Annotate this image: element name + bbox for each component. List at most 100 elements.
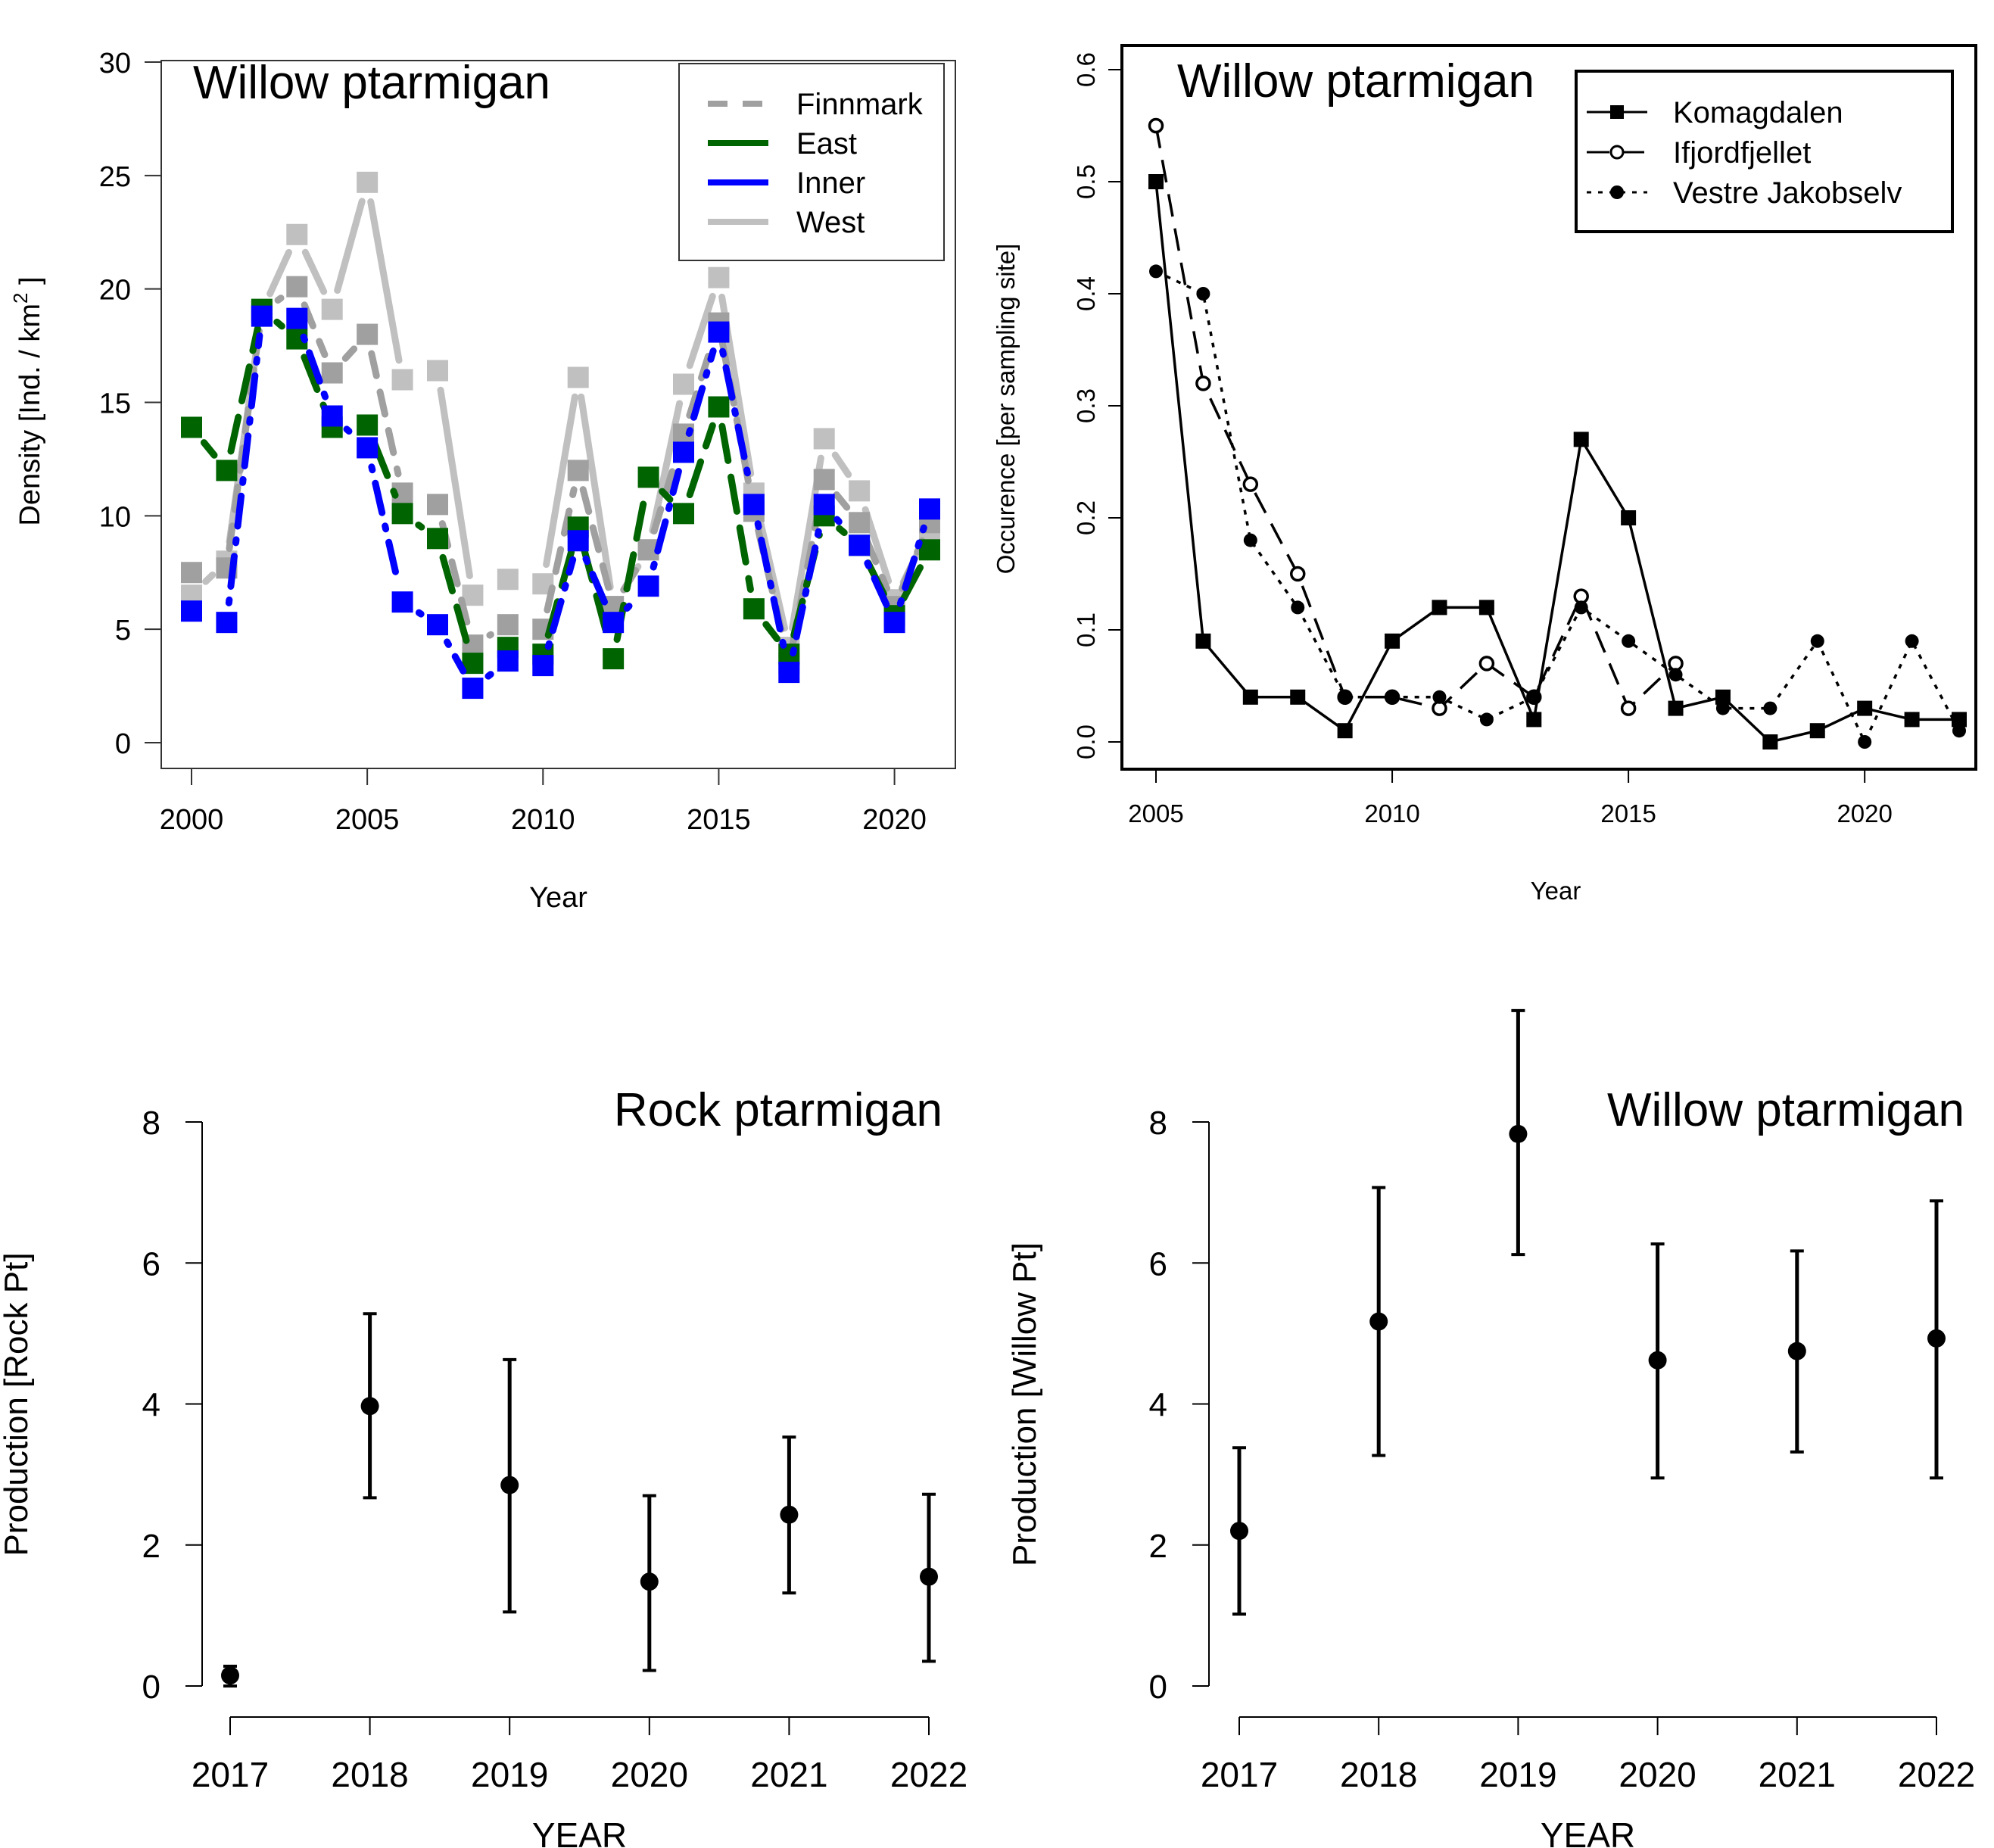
- data-point: [708, 396, 730, 418]
- series-line-segment: [762, 621, 780, 643]
- x-tick-label: 2021: [750, 1755, 827, 1794]
- series-line-segment: [301, 354, 329, 413]
- data-point: [1621, 510, 1637, 525]
- data-point: [919, 498, 940, 520]
- y-tick-label: 0.3: [1072, 388, 1100, 423]
- data-point: [357, 323, 379, 345]
- y-tick-label: 0.2: [1072, 500, 1100, 535]
- x-tick-label: 2010: [511, 804, 575, 836]
- data-point: [673, 503, 694, 525]
- data-point: [567, 366, 589, 388]
- data-point: [286, 307, 308, 329]
- x-axis-label: Year: [1531, 877, 1581, 905]
- data-point: [1369, 1312, 1388, 1331]
- legend-label: Inner: [796, 167, 865, 200]
- y-tick-label: 4: [142, 1387, 160, 1424]
- x-tick-label: 2022: [890, 1755, 967, 1794]
- data-point: [1526, 712, 1542, 728]
- data-point: [637, 466, 659, 488]
- series-line-segment: [831, 451, 852, 478]
- error-bar-point: [1230, 1446, 1248, 1616]
- x-tick-label: 2018: [1340, 1755, 1417, 1794]
- data-point: [919, 539, 940, 561]
- error-bar-point: [221, 1664, 239, 1688]
- data-point: [462, 678, 484, 700]
- data-point: [1148, 174, 1164, 189]
- data-point: [637, 575, 659, 597]
- data-point: [1905, 634, 1919, 648]
- series-line-segment: [444, 638, 467, 675]
- y-tick-label: 20: [99, 275, 131, 307]
- series-line: [1155, 270, 1961, 746]
- data-point: [1195, 376, 1211, 391]
- data-point: [1291, 600, 1305, 615]
- data-point: [1668, 668, 1683, 682]
- series-line-segment: [836, 525, 848, 537]
- y-tick-label: 25: [99, 161, 131, 193]
- y-tick-label: 0.5: [1072, 164, 1100, 199]
- series-line-segment: [301, 301, 329, 358]
- chart-title: Willow ptarmigan: [1607, 1084, 1964, 1136]
- series-line-segment: [266, 248, 293, 298]
- series-line-segment: [864, 559, 890, 609]
- chart-title: Willow ptarmigan: [193, 57, 550, 109]
- series-line-segment: [578, 393, 614, 591]
- series-line-segment: [274, 294, 285, 304]
- y-tick-label: 6: [142, 1245, 160, 1282]
- series-line-segment: [368, 463, 402, 587]
- x-tick-label: 2020: [1837, 799, 1892, 827]
- data-point: [1195, 633, 1211, 649]
- y-tick-label: 0: [142, 1669, 160, 1706]
- occurrence-chart: 0.0 0.1 0.2 0.3 0.4 0.5 0.6 2005 2010 2015 2020 Yea…: [992, 44, 1977, 905]
- series-line-segment: [659, 488, 674, 503]
- series-line-segment: [685, 347, 717, 437]
- data-point: [391, 503, 413, 525]
- error-bar-point: [500, 1357, 519, 1614]
- data-point: [813, 469, 835, 491]
- x-tick-label: 2017: [1201, 1755, 1278, 1794]
- x-tick-label: 2020: [1619, 1755, 1696, 1794]
- data-point: [1243, 533, 1257, 547]
- y-axis-label: Density [Ind. / km2 ]: [9, 276, 46, 525]
- series-line-segment: [202, 571, 217, 585]
- series-line-segment: [415, 609, 425, 618]
- series-line: [1154, 181, 1959, 743]
- data-point: [391, 591, 413, 613]
- series-line-segment: [367, 198, 403, 364]
- data-point: [357, 414, 379, 436]
- data-point: [1478, 656, 1495, 672]
- x-tick-label: 2022: [1898, 1755, 1975, 1794]
- series-line-segment: [718, 422, 754, 594]
- data-point: [1858, 735, 1872, 749]
- data-point: [357, 437, 379, 459]
- data-point: [1432, 600, 1447, 615]
- data-point: [708, 321, 730, 343]
- data-point: [1620, 700, 1637, 716]
- legend-label: Ifjordfjellet: [1673, 136, 1811, 170]
- data-point: [1230, 1522, 1248, 1541]
- series-line-segment: [341, 345, 358, 362]
- series-line-segment: [371, 440, 399, 499]
- error-bar-point: [920, 1492, 938, 1663]
- series-line-segment: [582, 555, 609, 608]
- data-point: [1927, 1329, 1946, 1348]
- data-point: [1809, 723, 1825, 739]
- x-axis-label: YEAR: [532, 1815, 627, 1848]
- data-point: [1857, 700, 1873, 716]
- series-line-segment: [543, 393, 578, 569]
- x-tick-label: 2019: [1479, 1755, 1556, 1794]
- plot-frame: [160, 60, 956, 769]
- series-line-segment: [484, 669, 496, 680]
- data-point: [181, 416, 202, 438]
- y-tick-label: 6: [1149, 1245, 1167, 1282]
- error-bar-point: [1787, 1249, 1806, 1454]
- data-point: [849, 534, 871, 556]
- y-tick-label: 4: [1149, 1387, 1167, 1424]
- series-line-segment: [200, 439, 218, 459]
- legend-label: East: [796, 127, 857, 160]
- data-point: [1573, 432, 1589, 447]
- series-line-segment: [226, 327, 263, 552]
- data-point: [1787, 1342, 1806, 1360]
- series-line-segment: [896, 524, 927, 607]
